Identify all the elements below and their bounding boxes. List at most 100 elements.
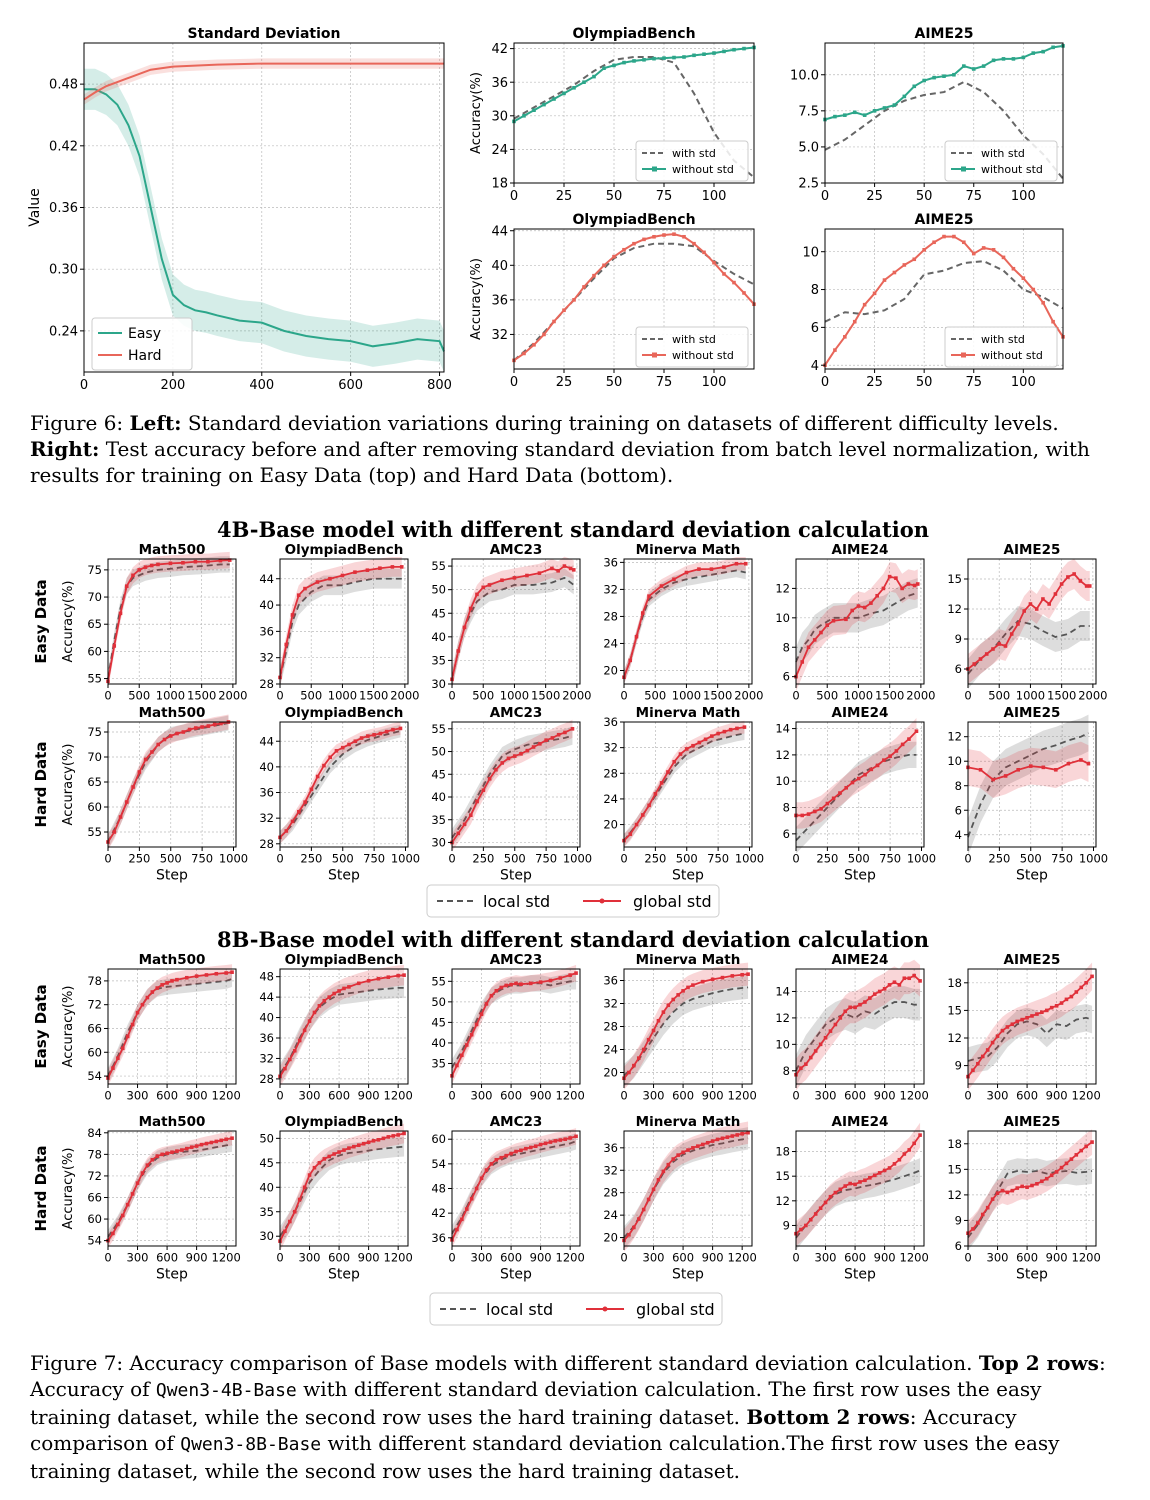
y-tick-label: 50 bbox=[259, 1131, 274, 1145]
x-tick-label: 300 bbox=[815, 1089, 837, 1103]
series-line-local-std bbox=[451, 734, 573, 839]
data-point bbox=[125, 1034, 130, 1039]
shared-legend: local std global std bbox=[429, 1292, 723, 1326]
chart-title: OlympiadBench bbox=[285, 705, 404, 721]
data-point bbox=[398, 726, 403, 731]
confidence-band bbox=[108, 714, 229, 850]
data-point bbox=[464, 1207, 469, 1211]
data-point bbox=[697, 567, 701, 571]
data-point bbox=[952, 72, 956, 77]
chart-title: AMC23 bbox=[490, 1114, 543, 1130]
data-point bbox=[808, 1217, 813, 1222]
data-point bbox=[342, 1148, 346, 1152]
row-label: Easy Data bbox=[32, 984, 50, 1068]
chart-8b_hard_aime25: 0 300 600 900 1200 6 9 12 15 18 AIME25 Step bbox=[947, 1114, 1100, 1283]
y-tick-label: 0.30 bbox=[49, 263, 78, 278]
data-point bbox=[863, 1000, 867, 1004]
chart-title: Minerva Math bbox=[636, 705, 741, 721]
data-point bbox=[494, 767, 498, 772]
data-point bbox=[315, 580, 320, 584]
y-tick-label: 15 bbox=[775, 1169, 790, 1183]
x-tick-label: 1200 bbox=[728, 1251, 757, 1265]
data-point bbox=[642, 58, 646, 62]
confidence-band bbox=[796, 741, 917, 854]
y-tick-label: 10.0 bbox=[790, 68, 819, 83]
data-point bbox=[691, 743, 695, 748]
data-point bbox=[710, 977, 715, 982]
data-point bbox=[200, 725, 204, 729]
data-point bbox=[140, 1171, 145, 1175]
data-point bbox=[550, 736, 555, 740]
chart-8b_easy_minerva: 0 300 600 900 1200 20 24 28 32 36 Minerva Math bbox=[603, 952, 756, 1103]
data-point bbox=[806, 812, 811, 816]
data-point bbox=[312, 1165, 317, 1170]
legend-label: with std bbox=[672, 147, 716, 160]
data-point bbox=[971, 67, 976, 71]
data-point bbox=[828, 1194, 833, 1199]
x-tick-label: 2000 bbox=[218, 689, 247, 703]
data-point bbox=[1059, 1165, 1064, 1170]
axes-frame bbox=[795, 1130, 925, 1247]
y-tick-label: 36 bbox=[491, 76, 508, 91]
data-point bbox=[918, 1133, 922, 1137]
x-tick-label: 1200 bbox=[556, 1251, 585, 1265]
data-point bbox=[544, 738, 548, 742]
data-point bbox=[902, 263, 907, 267]
x-tick-label: 900 bbox=[874, 1251, 896, 1265]
data-point bbox=[322, 1157, 327, 1161]
data-point bbox=[681, 1150, 685, 1155]
data-point bbox=[646, 1037, 651, 1042]
x-tick-label: 1500 bbox=[187, 689, 216, 703]
axes-frame bbox=[824, 228, 1064, 370]
data-point bbox=[869, 767, 874, 772]
series-line-global-std bbox=[623, 726, 745, 842]
data-point bbox=[592, 74, 596, 79]
data-point bbox=[402, 973, 406, 977]
data-point bbox=[528, 1145, 533, 1150]
x-tick-label: 200 bbox=[160, 378, 185, 393]
data-point bbox=[652, 56, 656, 61]
caption-left-bold: Left: bbox=[129, 411, 182, 435]
legend-label: global std bbox=[633, 892, 712, 911]
data-point bbox=[552, 97, 556, 101]
chart-4b_easy_math500: 0 500 1000 1500 2000 55 60 65 70 75 Math500 Accurac… bbox=[61, 542, 248, 703]
data-point bbox=[1053, 592, 1058, 596]
x-tick-label: 250 bbox=[300, 852, 322, 866]
data-point bbox=[214, 971, 219, 976]
data-point bbox=[500, 578, 504, 583]
data-point bbox=[296, 593, 301, 597]
legend-box bbox=[635, 140, 749, 182]
x-tick-label: 900 bbox=[530, 1251, 552, 1265]
data-point bbox=[742, 46, 746, 51]
x-tick-label: 0 bbox=[510, 375, 518, 390]
data-point bbox=[800, 660, 805, 664]
x-tick-label: 1000 bbox=[844, 689, 873, 703]
y-tick-label: 55 bbox=[431, 559, 446, 573]
data-point bbox=[1079, 985, 1084, 990]
y-tick-label: 36 bbox=[491, 293, 508, 308]
data-point bbox=[337, 989, 341, 993]
data-point bbox=[297, 1038, 302, 1043]
data-point bbox=[647, 803, 651, 808]
axes-frame bbox=[107, 1130, 237, 1247]
data-point bbox=[661, 1010, 666, 1014]
x-tick-label: 300 bbox=[643, 1089, 665, 1103]
x-tick-label: 1200 bbox=[900, 1089, 929, 1103]
x-tick-label: 600 bbox=[500, 1089, 522, 1103]
confidence-band bbox=[452, 719, 573, 852]
y-axis-label: Accuracy(%) bbox=[61, 744, 76, 826]
data-point bbox=[538, 1142, 543, 1147]
y-tick-label: 60 bbox=[87, 1045, 102, 1059]
data-point bbox=[574, 1134, 578, 1139]
data-point bbox=[337, 1150, 341, 1154]
data-point bbox=[627, 1070, 631, 1075]
data-point bbox=[1064, 1161, 1069, 1166]
data-point bbox=[641, 1207, 646, 1212]
data-point bbox=[844, 617, 848, 622]
chart-title: Minerva Math bbox=[636, 542, 741, 558]
y-tick-label: 18 bbox=[491, 177, 508, 192]
axes-frame bbox=[279, 721, 409, 848]
data-point bbox=[848, 1181, 852, 1186]
chart-8b_hard_minerva: 0 300 600 900 1200 20 24 28 32 36 Minerva Math Step bbox=[603, 1114, 756, 1283]
axes-frame bbox=[623, 1130, 753, 1247]
